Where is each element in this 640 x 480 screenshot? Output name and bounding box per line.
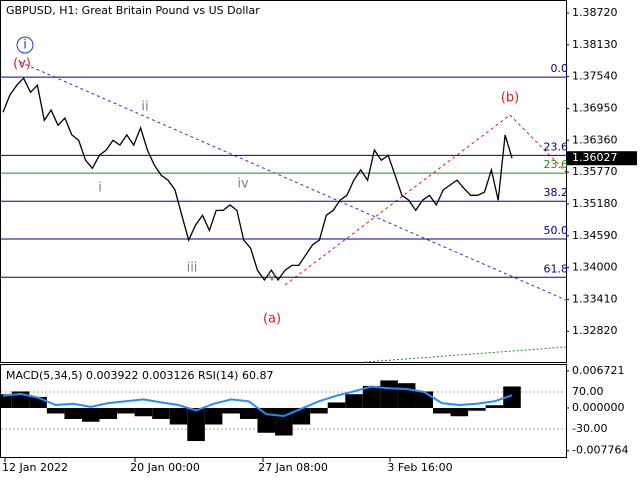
macd-bar: [152, 407, 170, 419]
macd-bar: [187, 407, 205, 442]
macd-bar: [222, 407, 240, 414]
y-tick-label: 1.36950: [572, 101, 618, 114]
macd-bar: [450, 407, 469, 417]
level-label: 23.6: [544, 140, 569, 153]
macd-bar: [275, 407, 293, 436]
macd-bar: [380, 380, 398, 408]
x-tick-label: 3 Feb 16:00: [387, 461, 452, 474]
macd-bar: [81, 407, 100, 422]
macd-bar: [415, 391, 434, 408]
indicator-title: MACD(5,34,5) 0.003922 0.003126 RSI(14) 6…: [6, 369, 273, 382]
chart-title: GBPUSD, H1: Great Britain Pound vs US Do…: [6, 4, 260, 17]
macd-bar: [310, 407, 328, 414]
wave-label: v: [268, 270, 276, 285]
y-tick-label: 0.000000: [572, 401, 625, 414]
level-label: 23.6: [544, 158, 569, 171]
wave-label: i: [23, 38, 27, 53]
y-tick-label: 1.36360: [572, 133, 618, 146]
y2-tick-label: -30.00: [572, 422, 607, 435]
macd-bar: [433, 407, 451, 414]
y-tick-label: 1.34000: [572, 261, 618, 274]
rsi-line: [2, 385, 513, 418]
wave-circle: [16, 36, 34, 54]
bid-box: [567, 151, 637, 166]
x-tick-label: 20 Jan 00:00: [130, 461, 200, 474]
macd-bar: [257, 407, 276, 433]
y-tick-label: 1.35770: [572, 165, 618, 178]
macd-bar: [46, 407, 65, 414]
wave-line: [284, 114, 511, 286]
level-label: 61.8: [544, 262, 569, 275]
level-label: 50.0: [544, 224, 569, 237]
macd-bar: [292, 407, 311, 425]
macd-bar: [29, 396, 47, 408]
sub-frame: [0, 364, 567, 458]
y-tick-label: 1.38720: [572, 6, 618, 19]
main-frame: [0, 0, 567, 363]
wave-label: iv: [237, 177, 249, 192]
macd-bar: [117, 407, 135, 414]
guide-line: [364, 346, 567, 363]
x-tick-label: 12 Jan 2022: [2, 461, 68, 474]
y-tick-label: 1.38130: [572, 38, 618, 51]
macd-bar: [0, 394, 12, 408]
price-line: [2, 77, 513, 282]
macd-bar: [134, 407, 153, 417]
macd-bar: [362, 385, 381, 408]
y-tick-label: 1.33410: [572, 292, 618, 305]
macd-bar: [204, 407, 223, 425]
y-tick-label: 1.32820: [572, 324, 618, 337]
y-tick-label: 0.006721: [572, 364, 625, 377]
level-label: 0.0: [551, 62, 569, 75]
y2-tick-label: 70.00: [572, 385, 604, 398]
y-tick-label: -0.007764: [572, 444, 628, 457]
macd-bar: [397, 383, 416, 408]
wave-label: iii: [187, 261, 198, 276]
y-tick-label: 1.35180: [572, 197, 618, 210]
macd-bar: [99, 407, 118, 419]
macd-bar: [239, 407, 258, 419]
level-label: 38.2: [544, 186, 569, 199]
macd-bar: [468, 407, 486, 411]
wave-label: (v): [13, 57, 31, 72]
macd-bar: [485, 405, 504, 408]
y-tick-label: 1.34590: [572, 229, 618, 242]
bid-label: 1.36027: [572, 151, 618, 164]
macd-bar: [64, 407, 82, 419]
wave-label: i: [98, 181, 102, 196]
macd-bar: [169, 407, 188, 425]
x-tick-label: 27 Jan 08:00: [258, 461, 328, 474]
wave-line: [509, 114, 567, 173]
wave-label: (b): [501, 91, 519, 106]
y-tick-label: 1.37540: [572, 70, 618, 83]
wave-label: ii: [141, 100, 148, 115]
macd-bar: [345, 394, 363, 408]
wave-label: (a): [263, 312, 281, 327]
macd-bar: [503, 386, 521, 408]
macd-bar: [327, 402, 346, 408]
